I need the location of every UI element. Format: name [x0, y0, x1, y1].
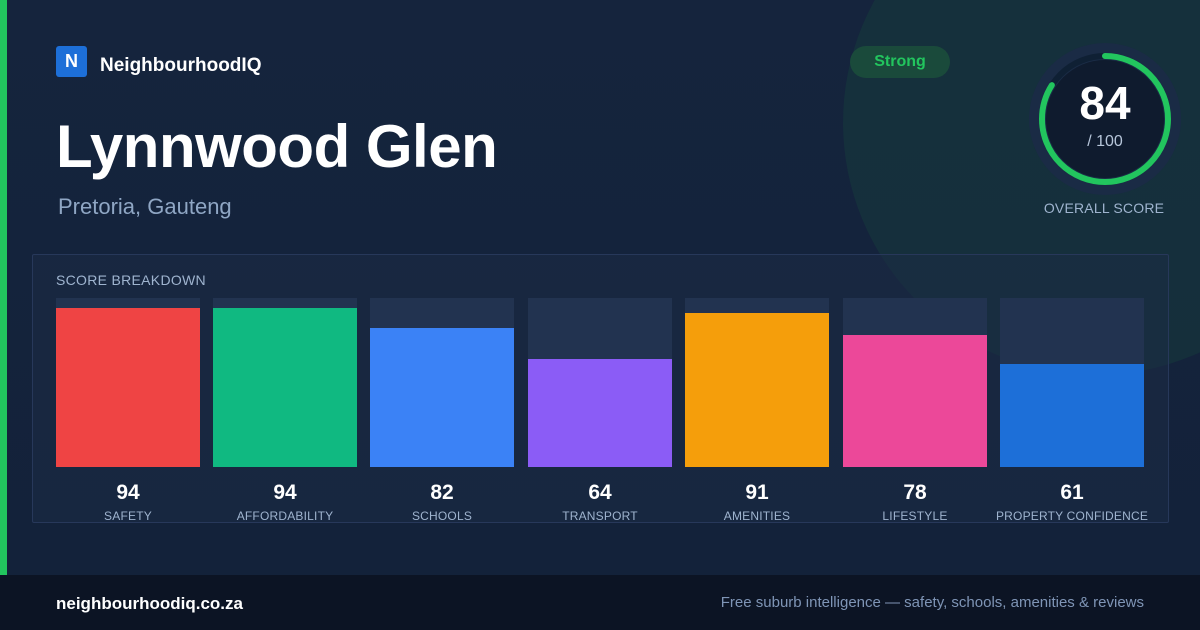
- bar-fill: [56, 308, 200, 467]
- bar-track: [1000, 298, 1144, 467]
- bar-track: [213, 298, 357, 467]
- suburb-name: Lynnwood Glen: [56, 113, 498, 180]
- bar-transport: 64 TRANSPORT: [528, 298, 672, 523]
- footer-tagline: Free suburb intelligence — safety, schoo…: [720, 594, 1144, 611]
- bar-value: 61: [1060, 481, 1084, 504]
- bar-schools: 82 SCHOOLS: [370, 298, 514, 523]
- accent-bar: [0, 0, 7, 575]
- bar-fill: [528, 358, 672, 467]
- footer: neighbourhoodiq.co.za Free suburb intell…: [0, 575, 1200, 630]
- bar-fill: [370, 328, 514, 467]
- bar-value: 64: [588, 481, 612, 504]
- bar-safety: 94 SAFETY: [56, 298, 200, 523]
- bar-value: 82: [430, 481, 454, 504]
- score-ring-graphic: [1029, 43, 1181, 195]
- brand-logo-icon: N: [56, 46, 87, 77]
- brand-name: NeighbourhoodIQ: [100, 54, 262, 76]
- bar-track: [370, 298, 514, 467]
- bar-value: 94: [273, 481, 297, 504]
- bar-affordability: 94 AFFORDABILITY: [213, 298, 357, 523]
- bar-label: AFFORDABILITY: [236, 509, 334, 523]
- rating-badge: Strong: [850, 46, 950, 78]
- overall-score-max: / 100: [1087, 133, 1123, 150]
- overall-score-label: OVERALL SCORE: [1043, 200, 1165, 216]
- bar-fill: [843, 335, 987, 467]
- bar-label: SAFETY: [104, 509, 152, 523]
- footer-domain-link[interactable]: neighbourhoodiq.co.za: [56, 594, 243, 613]
- bar-label: PROPERTY CONFIDENCE: [995, 509, 1149, 523]
- overall-score-ring: 84 / 100: [1028, 42, 1182, 196]
- overall-score-value: 84: [1079, 77, 1131, 129]
- bar-track: [528, 298, 672, 467]
- bar-fill: [685, 313, 829, 467]
- bar-label: SCHOOLS: [411, 509, 473, 523]
- bar-track: [843, 298, 987, 467]
- bar-fill: [213, 308, 357, 467]
- bar-amenities: 91 AMENITIES: [685, 298, 829, 523]
- bar-track: [56, 298, 200, 467]
- bar-value: 91: [745, 481, 769, 504]
- bar-lifestyle: 78 LIFESTYLE: [843, 298, 987, 523]
- bar-value: 78: [903, 481, 927, 504]
- bar-value: 94: [116, 481, 140, 504]
- bar-label: TRANSPORT: [562, 509, 638, 523]
- suburb-location: Pretoria, Gauteng: [58, 194, 232, 219]
- bar-property-confidence: 61 PROPERTY CONFIDENCE: [996, 298, 1148, 523]
- bar-fill: [1000, 363, 1144, 467]
- score-breakdown-title: SCORE BREAKDOWN: [56, 272, 206, 288]
- brand[interactable]: N NeighbourhoodIQ: [56, 46, 261, 77]
- bar-label: LIFESTYLE: [882, 509, 948, 523]
- bar-label: AMENITIES: [723, 509, 791, 523]
- score-breakdown-panel: SCORE BREAKDOWN 94 SAFETY 94 AFFORDABILI…: [32, 254, 1169, 523]
- share-card: N NeighbourhoodIQ Lynnwood Glen Pretoria…: [0, 0, 1200, 575]
- bar-track: [685, 298, 829, 467]
